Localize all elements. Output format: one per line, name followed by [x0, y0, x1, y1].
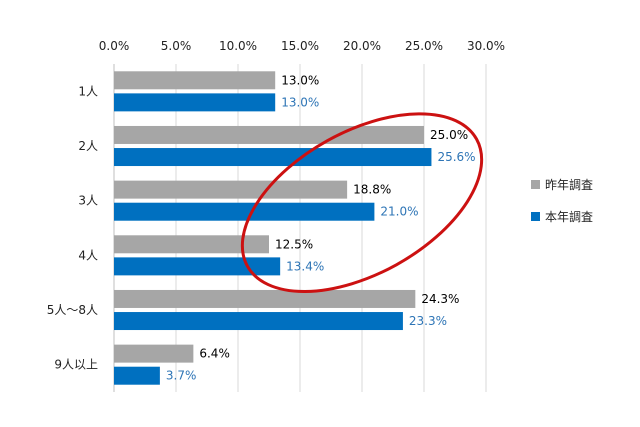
bar-last-year — [114, 71, 276, 90]
data-label: 23.3% — [409, 314, 447, 328]
bar-last-year — [114, 235, 269, 254]
data-label: 3.7% — [166, 369, 197, 383]
category-label: 4人 — [78, 248, 98, 262]
bars — [114, 71, 432, 385]
category-label: 2人 — [78, 139, 98, 153]
category-label: 3人 — [78, 194, 98, 208]
category-label: 9人以上 — [54, 358, 98, 372]
data-labels: 13.0% 13.0% 25.0% 25.6% 18.8% 21.0% 12.5% 13.4%… — [166, 73, 476, 382]
data-label: 21.0% — [380, 205, 418, 219]
data-label: 6.4% — [199, 347, 230, 361]
x-tick-label: 5.0% — [161, 39, 192, 53]
data-label: 25.0% — [430, 128, 468, 142]
bar-this-year — [114, 202, 375, 221]
bar-last-year — [114, 289, 416, 308]
bar-this-year — [114, 257, 281, 276]
data-label: 13.0% — [281, 73, 319, 87]
x-tick-label: 30.0% — [467, 39, 505, 53]
x-tick-labels: 0.0% 5.0% 10.0% 15.0% 20.0% 25.0% 30.0% — [99, 39, 505, 53]
bar-last-year — [114, 344, 194, 363]
x-tick-label: 15.0% — [281, 39, 319, 53]
legend-label: 本年調査 — [545, 210, 593, 224]
category-label: 1人 — [78, 84, 98, 98]
legend-label: 昨年調査 — [545, 178, 593, 192]
x-tick-label: 25.0% — [405, 39, 443, 53]
x-tick-label: 0.0% — [99, 39, 130, 53]
legend-swatch — [531, 180, 540, 189]
data-label: 12.5% — [275, 237, 313, 251]
gridlines — [113, 64, 487, 392]
legend-swatch — [531, 212, 540, 221]
data-label: 13.4% — [286, 259, 324, 273]
x-tick-label: 10.0% — [219, 39, 257, 53]
bar-this-year — [114, 366, 160, 385]
highlight-ellipse — [240, 112, 484, 293]
bar-this-year — [114, 93, 276, 112]
bar-last-year — [114, 125, 424, 144]
category-label: 5人～8人 — [47, 303, 98, 317]
data-label: 18.8% — [353, 183, 391, 197]
category-labels: 1人 2人 3人 4人 5人～8人 9人以上 — [47, 84, 98, 371]
x-tick-label: 20.0% — [343, 39, 381, 53]
bar-last-year — [114, 180, 348, 199]
data-label: 24.3% — [421, 292, 459, 306]
bar-this-year — [114, 148, 432, 167]
data-label: 13.0% — [281, 95, 319, 109]
data-label: 25.6% — [437, 150, 475, 164]
bar-this-year — [114, 312, 403, 331]
highlight-annotation — [240, 112, 484, 293]
